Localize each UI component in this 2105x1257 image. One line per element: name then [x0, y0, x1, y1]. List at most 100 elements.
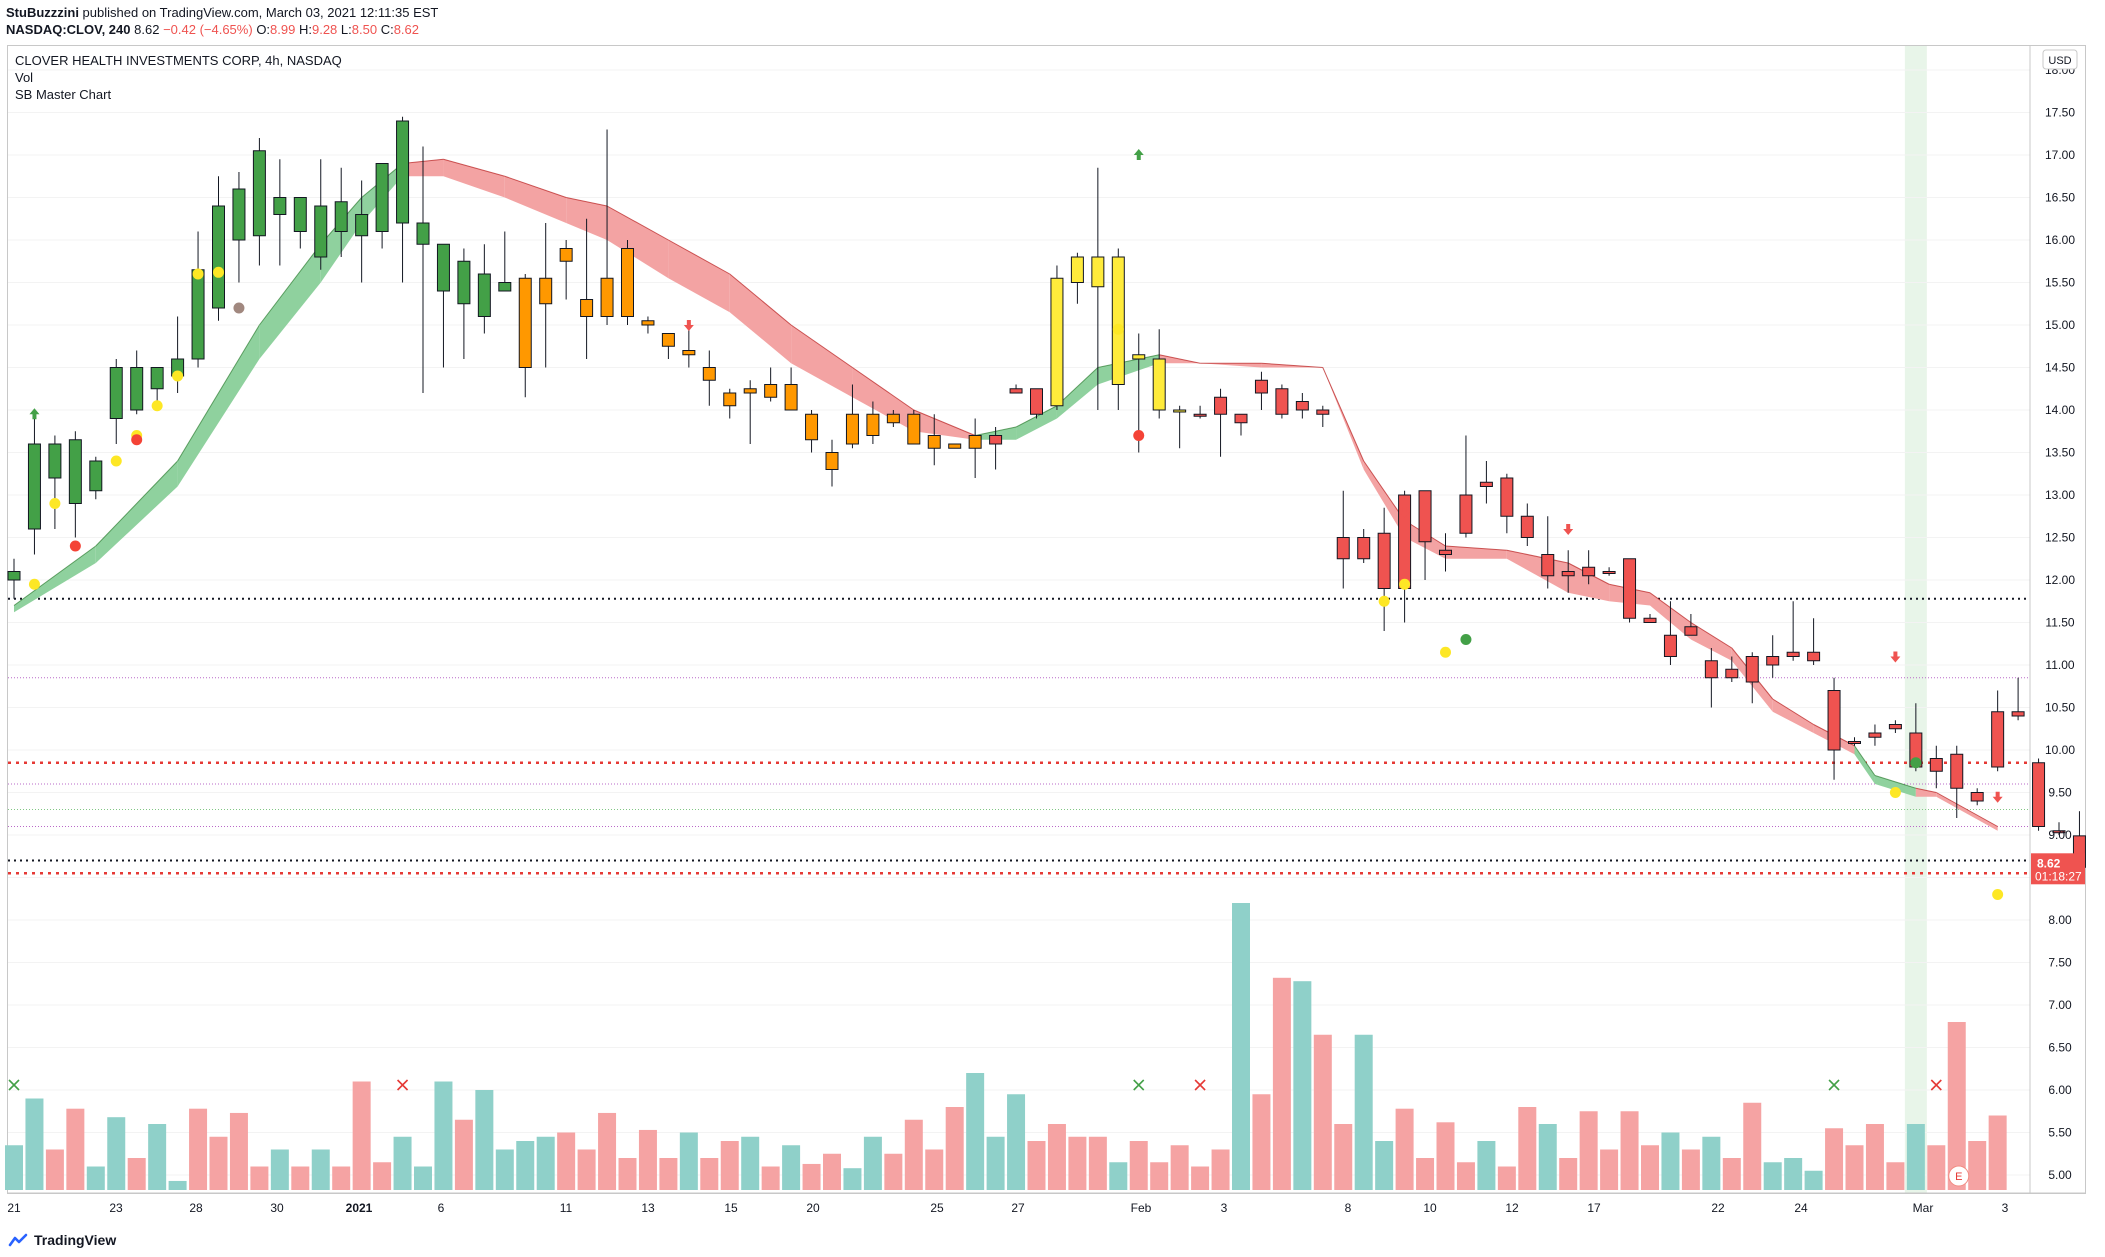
candle-body: [805, 413, 819, 441]
yellow-signal-dot: [1399, 578, 1411, 590]
volume-bar: [823, 1153, 841, 1190]
candle-body: [1868, 732, 1882, 738]
x-tick-label: 24: [1794, 1201, 1808, 1215]
ema-cloud-edge: [1854, 745, 1876, 776]
volume-bar: [1804, 1170, 1823, 1190]
volume-bar: [1763, 1162, 1782, 1190]
volume-bar: [66, 1108, 85, 1190]
volume-bar: [1743, 1102, 1762, 1190]
volume-bar: [1518, 1107, 1537, 1190]
volume-green-x-icon: [1828, 1079, 1840, 1091]
earnings-marker-label: E: [1955, 1171, 1962, 1183]
volume-bar: [291, 1166, 310, 1190]
volume-bar: [352, 1081, 371, 1190]
candle-body: [764, 384, 778, 398]
volume-bar: [332, 1166, 351, 1190]
candle-body: [1623, 558, 1637, 619]
red-signal-dot: [1133, 430, 1145, 441]
candle-body: [723, 392, 737, 407]
volume-bar: [1170, 1145, 1189, 1190]
candle-body: [1132, 354, 1146, 360]
volume-bar: [168, 1180, 187, 1190]
x-tick-label: Feb: [1131, 1201, 1152, 1215]
ema-cloud-segment: [913, 410, 976, 440]
candle-body: [355, 214, 369, 237]
x-tick-label: 11: [560, 1201, 573, 1215]
ema-cloud-edge: [729, 273, 792, 326]
volume-bar: [1395, 1108, 1414, 1190]
candle-body: [2011, 711, 2025, 717]
volume-bar: [1191, 1166, 1210, 1190]
volume-bar: [925, 1149, 944, 1190]
y-tick-label: 5.50: [2048, 1126, 2072, 1140]
y-tick-label: 16.50: [2045, 191, 2075, 205]
red-signal-dot: [69, 540, 81, 552]
candle-body: [682, 350, 696, 356]
volume-bar: [1825, 1128, 1844, 1190]
volume-bar: [1252, 1094, 1271, 1190]
legend-vol[interactable]: Vol: [15, 70, 34, 85]
author-name[interactable]: StuBuzzzini: [6, 5, 79, 20]
volume-bar: [986, 1136, 1005, 1190]
candle-body: [1561, 571, 1575, 577]
yellow-signal-dot: [151, 400, 163, 412]
candle-body: [580, 299, 594, 317]
volume-bar: [741, 1136, 760, 1190]
volume-green-x-icon: [1133, 1079, 1145, 1091]
volume-bar: [1416, 1158, 1435, 1190]
candle-body: [48, 443, 62, 479]
candle-body: [1459, 494, 1473, 534]
ema-cloud-segment: [1016, 405, 1057, 440]
candle-body: [1827, 690, 1841, 751]
candle-body: [416, 222, 430, 245]
volume-bar: [557, 1132, 576, 1190]
candle-body: [1888, 724, 1902, 730]
open-value: 8.99: [270, 22, 296, 37]
sell-arrow-icon: [1399, 507, 1410, 518]
candle-body: [907, 413, 921, 445]
y-tick-label: 10.50: [2045, 701, 2075, 715]
volume-bar: [5, 1145, 23, 1190]
candle-body: [1439, 549, 1452, 555]
y-tick-label: 6.00: [2048, 1083, 2072, 1097]
yellow-signal-dot: [1378, 595, 1390, 607]
volume-bar: [843, 1168, 862, 1190]
legend-title: CLOVER HEALTH INVESTMENTS CORP, 4h, NASD…: [15, 53, 342, 68]
candle-body: [927, 435, 941, 449]
y-tick-label: 10.00: [2045, 743, 2075, 757]
candle-body: [1193, 413, 1207, 417]
candle-body: [1970, 792, 1984, 802]
volume-bar: [577, 1149, 596, 1190]
candle-body: [886, 413, 900, 424]
volume-bar: [659, 1158, 678, 1190]
y-tick-label: 5.00: [2048, 1168, 2072, 1182]
legend-study[interactable]: SB Master Chart: [15, 87, 112, 102]
x-tick-label: 25: [930, 1201, 944, 1215]
ema-cloud-edge: [668, 239, 730, 275]
ema-cloud-edge: [95, 460, 178, 547]
volume-bar: [1129, 1141, 1148, 1190]
ema-cloud-segment: [1322, 367, 1364, 470]
tradingview-logo-text: TradingView: [34, 1232, 117, 1248]
volume-bar: [1927, 1145, 1946, 1190]
volume-bar: [250, 1166, 269, 1190]
green-signal-dot: [1910, 757, 1922, 769]
sell-arrow-icon: [1563, 524, 1574, 535]
yellow-signal-dot: [49, 498, 61, 509]
candle-body: [518, 277, 532, 368]
ema-cloud-edge: [13, 545, 97, 606]
volume-bar: [1702, 1136, 1721, 1190]
y-tick-label: 9.00: [2048, 828, 2072, 842]
ema-cloud-segment: [95, 461, 178, 563]
volume-green-x-icon: [8, 1079, 20, 1091]
y-tick-label: 11.00: [2045, 658, 2074, 672]
candle-body: [559, 248, 573, 262]
ema-cloud-edge: [1772, 698, 1814, 725]
tradingview-branding[interactable]: TradingView: [8, 1230, 116, 1250]
volume-bar: [1313, 1034, 1332, 1190]
volume-bar: [1559, 1158, 1578, 1190]
volume-bar: [761, 1166, 780, 1190]
candle-body: [2052, 830, 2066, 834]
buy-arrow-icon: [29, 408, 40, 420]
